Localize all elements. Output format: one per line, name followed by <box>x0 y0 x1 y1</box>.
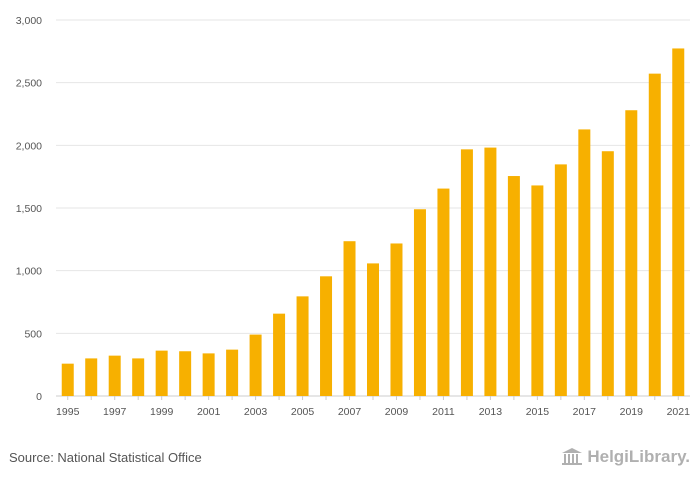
x-tick-label: 2009 <box>385 406 409 418</box>
helgi-library-logo[interactable]: HelgiLibrary. <box>561 447 690 467</box>
y-tick-label: 1,000 <box>16 266 42 278</box>
x-tick-label: 2017 <box>573 406 597 418</box>
bar-2001[interactable] <box>202 353 215 396</box>
bar-2014[interactable] <box>507 176 520 396</box>
y-tick-label: 0 <box>36 391 42 403</box>
x-tick-label: 2013 <box>479 406 503 418</box>
bar-1999[interactable] <box>155 350 168 396</box>
x-tick-label: 2001 <box>197 406 221 418</box>
bar-2017[interactable] <box>578 129 591 396</box>
bar-2011[interactable] <box>437 188 450 396</box>
bar-2007[interactable] <box>343 241 356 396</box>
x-tick-label: 2021 <box>667 406 691 418</box>
bar-2015[interactable] <box>531 185 544 396</box>
bar-2003[interactable] <box>249 334 262 396</box>
x-tick-label: 2003 <box>244 406 268 418</box>
bar-2004[interactable] <box>273 313 286 396</box>
bar-2020[interactable] <box>648 73 661 396</box>
bar-2005[interactable] <box>296 296 309 396</box>
x-tick-label: 2011 <box>432 406 455 418</box>
x-tick-label: 2005 <box>291 406 315 418</box>
y-tick-label: 500 <box>24 328 42 340</box>
bar-chart: 0 500 1,000 1,500 2,000 2,500 3,000 1995 1997 199… <box>16 15 691 418</box>
bar-2000[interactable] <box>179 351 192 396</box>
x-tick-label: 2015 <box>526 406 550 418</box>
bar-1995[interactable] <box>61 363 74 396</box>
x-tick-label: 2019 <box>620 406 644 418</box>
source-note: Source: National Statistical Office <box>9 450 202 465</box>
bar-2021[interactable] <box>672 48 685 396</box>
bar-1997[interactable] <box>108 355 121 396</box>
x-tick-label: 2007 <box>338 406 362 418</box>
bar-2013[interactable] <box>484 147 497 396</box>
bar-2006[interactable] <box>320 276 333 396</box>
bar-2018[interactable] <box>601 151 614 396</box>
y-tick-label: 3,000 <box>16 15 42 27</box>
y-tick-label: 2,000 <box>16 140 42 152</box>
bar-1998[interactable] <box>132 358 145 396</box>
bar-2016[interactable] <box>554 164 567 396</box>
y-tick-label: 2,500 <box>16 78 42 90</box>
bar-2002[interactable] <box>226 349 239 396</box>
library-building-icon <box>562 448 583 465</box>
bar-2012[interactable] <box>460 149 473 396</box>
bar-2009[interactable] <box>390 243 403 396</box>
bar-2019[interactable] <box>625 110 638 397</box>
x-tick-label: 1997 <box>103 406 127 418</box>
x-tick-label: 1999 <box>150 406 174 418</box>
bar-1996[interactable] <box>85 358 98 396</box>
logo-text: HelgiLibrary. <box>587 447 690 466</box>
y-tick-label: 1,500 <box>16 203 42 215</box>
bar-2010[interactable] <box>413 209 426 396</box>
x-tick-label: 1995 <box>56 406 80 418</box>
bar-2008[interactable] <box>367 263 379 396</box>
